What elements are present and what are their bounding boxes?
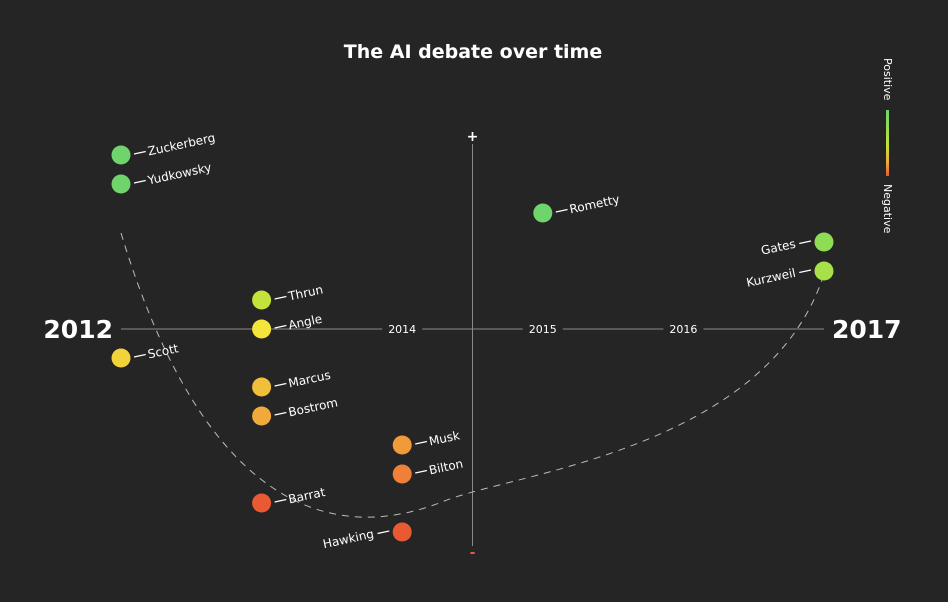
tick-label-background — [44, 317, 118, 341]
point-label: Musk — [428, 428, 461, 448]
point-label: Angle — [287, 312, 323, 333]
x-tick-label: 2015 — [529, 323, 557, 336]
x-tick-label: 2014 — [388, 323, 416, 336]
point-marker — [111, 145, 131, 165]
point-label: Yudkowsky — [145, 160, 212, 187]
point-marker — [252, 493, 272, 513]
axis-layer: + - — [121, 129, 824, 561]
label-leader-line — [799, 269, 812, 274]
tick-label-background — [522, 317, 563, 341]
label-leader-line — [555, 208, 568, 213]
label-leader-line — [799, 240, 812, 245]
y-axis-bottom-label: - — [470, 545, 476, 561]
data-point-barrat: Barrat — [252, 485, 327, 513]
legend-gradient-bar — [886, 110, 889, 176]
x-tick-label: 2012 — [43, 315, 113, 344]
point-marker — [814, 232, 834, 252]
data-point-bilton: Bilton — [392, 457, 465, 484]
point-label: Marcus — [287, 368, 332, 391]
label-leader-line — [274, 324, 287, 329]
x-tick-labels: 2012 2014 2015 2016 2017 — [43, 315, 901, 344]
data-point-scott: Scott — [111, 341, 180, 368]
point-label: Hawking — [322, 527, 375, 551]
label-leader-line — [133, 150, 146, 155]
point-marker — [252, 406, 272, 426]
data-point-angle: Angle — [252, 312, 323, 339]
point-marker — [252, 377, 272, 397]
point-marker — [111, 348, 131, 368]
point-label: Zuckerberg — [146, 130, 216, 158]
point-label: Kurzweil — [745, 266, 797, 290]
data-point-thrun: Thrun — [252, 282, 324, 310]
data-point-kurzweil: Kurzweil — [745, 261, 834, 290]
point-marker — [392, 522, 412, 542]
trend-curve — [120, 232, 825, 518]
point-marker — [814, 261, 834, 281]
chart-title: The AI debate over time — [344, 41, 602, 63]
point-label: Gates — [760, 237, 797, 258]
x-tick-label: 2016 — [669, 323, 697, 336]
label-leader-line — [133, 179, 146, 184]
legend-negative-label: Negative — [881, 184, 894, 234]
label-leader-line — [415, 440, 428, 445]
point-marker — [252, 319, 272, 339]
point-label: Bilton — [428, 457, 465, 478]
legend: Positive Negative — [881, 58, 894, 234]
label-leader-line — [377, 530, 390, 535]
data-point-marcus: Marcus — [252, 368, 332, 397]
point-marker — [392, 435, 412, 455]
x-tick-label: 2017 — [832, 315, 902, 344]
data-point-musk: Musk — [392, 428, 461, 455]
data-point-bostrom: Bostrom — [252, 395, 339, 426]
point-marker — [533, 203, 553, 223]
tick-label-background — [663, 317, 704, 341]
legend-positive-label: Positive — [881, 58, 894, 101]
point-label: Bostrom — [287, 395, 339, 419]
point-label: Barrat — [287, 485, 327, 507]
point-marker — [392, 464, 412, 484]
data-point-gates: Gates — [760, 232, 834, 258]
tick-label-background — [382, 317, 423, 341]
label-leader-line — [133, 353, 146, 358]
data-point-yudkowsky: Yudkowsky — [111, 160, 213, 194]
y-axis-top-label: + — [467, 129, 479, 145]
point-marker — [111, 174, 131, 194]
label-leader-line — [415, 469, 428, 474]
point-label: Thrun — [286, 282, 324, 303]
tick-label-background — [827, 317, 901, 341]
label-leader-line — [274, 382, 287, 387]
point-marker — [252, 290, 272, 310]
point-label: Scott — [146, 341, 179, 361]
data-point-rometty: Rometty — [533, 192, 621, 223]
point-label: Rometty — [568, 192, 621, 216]
data-point-hawking: Hawking — [322, 522, 412, 551]
label-leader-line — [274, 295, 287, 300]
label-leader-line — [274, 411, 287, 416]
data-point-zuckerberg: Zuckerberg — [111, 130, 216, 165]
label-leader-line — [274, 498, 287, 503]
